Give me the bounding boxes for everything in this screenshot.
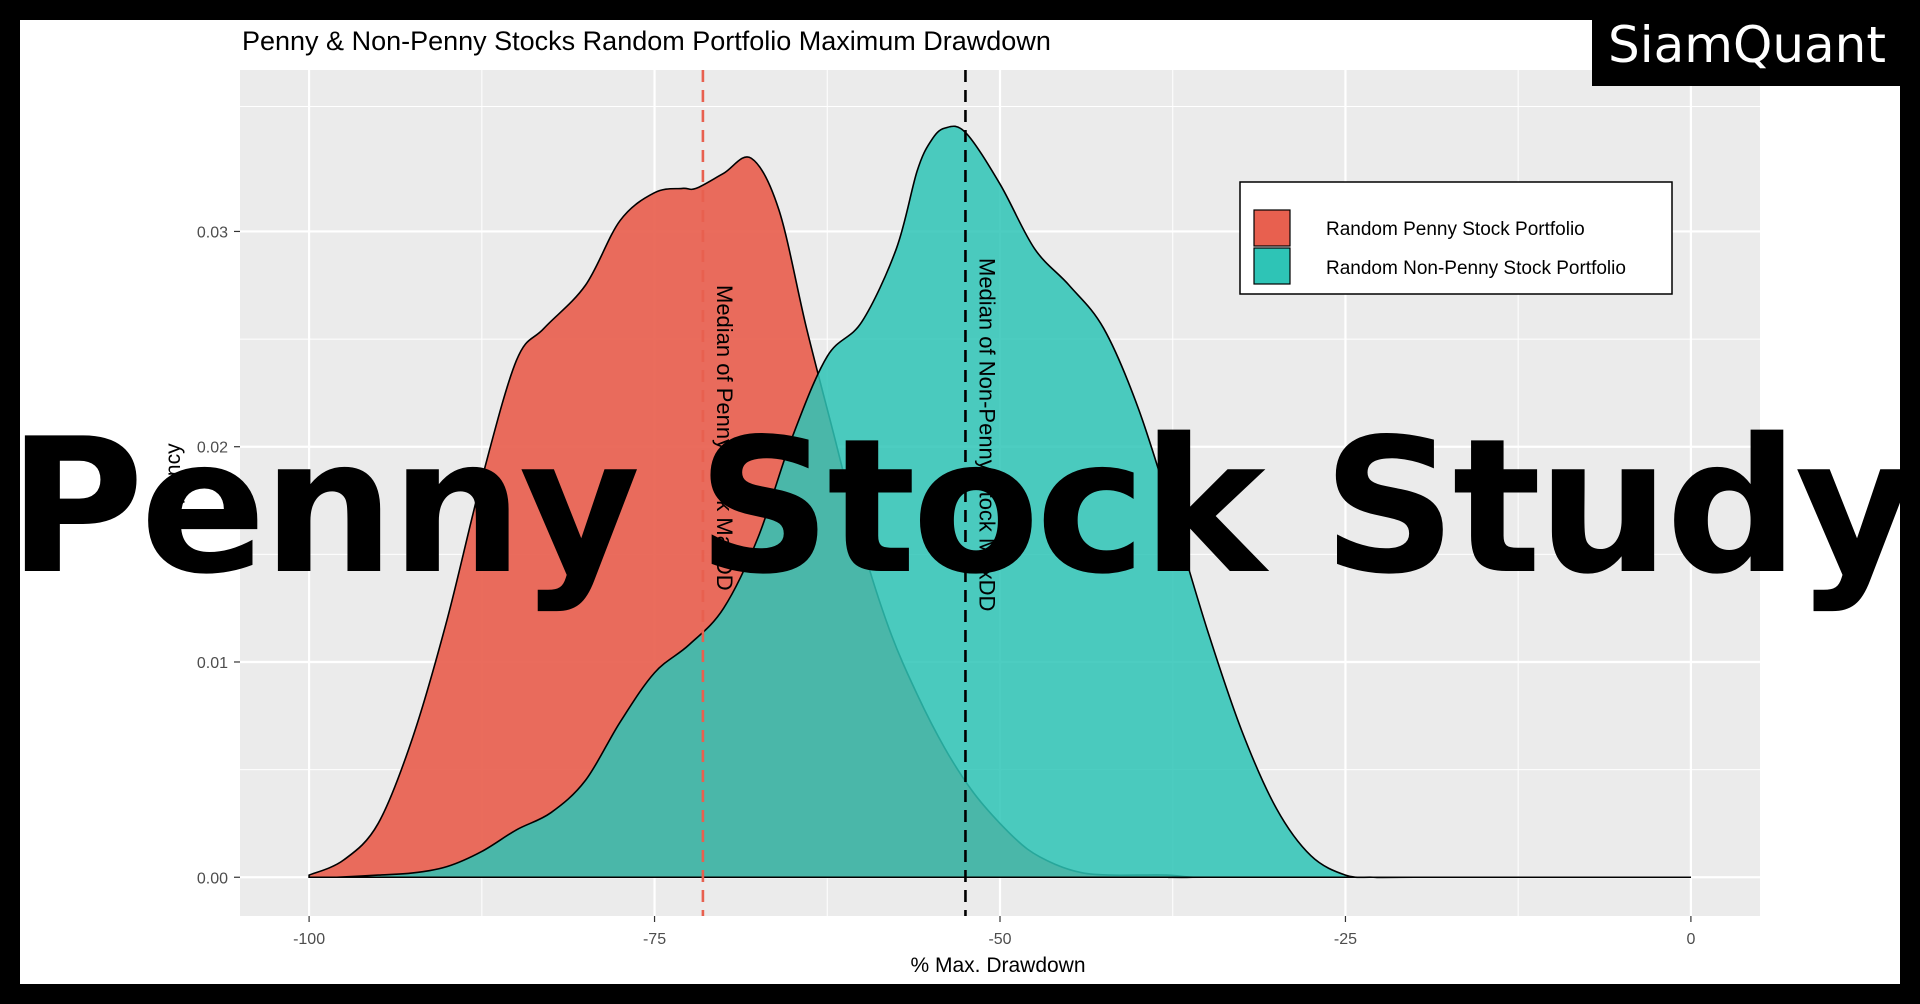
y-tick-label: 0.02 (197, 440, 228, 457)
median-label-penny: Median of Penny Stock MaxDD (712, 285, 737, 591)
x-axis-title: % Max. Drawdown (910, 954, 1085, 977)
legend-swatch-non-penny (1253, 247, 1291, 285)
x-tick-label: -25 (1334, 931, 1357, 948)
overlay-title: Penny Stock Study (7, 398, 1916, 615)
legend-box (1239, 181, 1673, 295)
x-tick-label: -75 (643, 931, 666, 948)
median-label-non-penny: Median of Non-Penny Stock MaxDD (974, 258, 999, 611)
y-tick-label: 0.00 (197, 870, 228, 887)
brand-badge (1592, 4, 1902, 86)
y-tick-label: 0.03 (197, 224, 228, 241)
legend-label-non-penny: Random Non-Penny Stock Portfolio (1326, 258, 1626, 279)
median-lines: Median of Penny Stock MaxDD Median of Non… (701, 70, 999, 916)
legend-label-penny: Random Penny Stock Portfolio (1326, 219, 1585, 240)
y-axis-title: Frequency (162, 443, 185, 543)
x-tick-label: 0 (1686, 931, 1695, 948)
x-tick-label: -50 (988, 931, 1011, 948)
axis-ticks: -100 -75 -50 -25 0 0.00 0.01 0.02 0.03 (197, 224, 1696, 948)
density-areas (308, 125, 1691, 879)
brand-logo-text: SiamQuant (1608, 16, 1886, 74)
chart-title: Penny & Non-Penny Stocks Random Portfoli… (242, 26, 1051, 56)
density-area-non-penny (336, 125, 1691, 879)
chart-legend: Random Penny Stock Portfolio Random Non-… (1239, 181, 1673, 295)
legend-swatch-penny (1253, 209, 1291, 247)
y-tick-label: 0.01 (197, 655, 228, 672)
x-tick-label: -100 (293, 931, 325, 948)
